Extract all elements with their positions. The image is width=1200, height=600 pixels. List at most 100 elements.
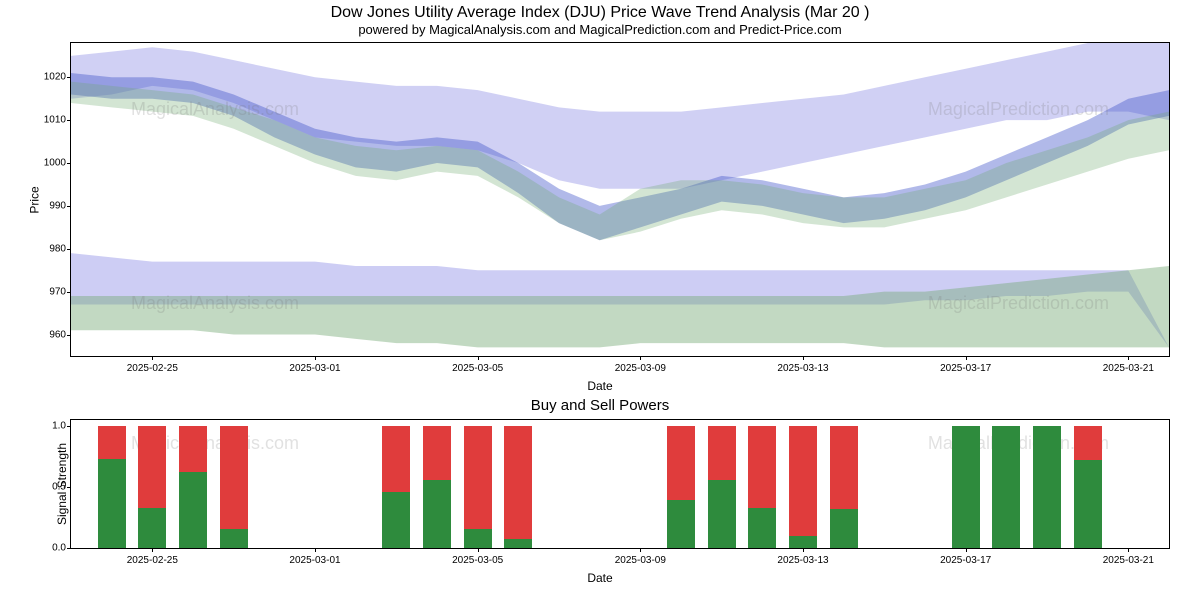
- xtick-label: 2025-03-09: [615, 363, 666, 374]
- ytick-mark: [67, 335, 71, 336]
- buy-power-segment: [1074, 460, 1102, 548]
- ytick-mark: [67, 163, 71, 164]
- top-chart-container: Dow Jones Utility Average Index (DJU) Pr…: [0, 0, 1200, 393]
- signal-bar: [504, 426, 532, 548]
- xtick-mark: [966, 548, 967, 552]
- signal-bar: [748, 426, 776, 548]
- signal-bar: [789, 426, 817, 548]
- xtick-label: 2025-03-21: [1103, 363, 1154, 374]
- xtick-mark: [315, 548, 316, 552]
- sell-power-segment: [667, 426, 695, 500]
- signal-bar: [423, 426, 451, 548]
- signal-bar: [179, 426, 207, 548]
- xtick-label: 2025-03-01: [289, 555, 340, 566]
- buy-power-segment: [992, 426, 1020, 548]
- buy-power-segment: [1033, 426, 1061, 548]
- ytick-label: 0.5: [31, 482, 66, 493]
- buy-power-segment: [382, 492, 410, 548]
- watermark-text: MagicalAnalysis.com: [131, 293, 299, 314]
- ytick-mark: [67, 120, 71, 121]
- ytick-label: 990: [31, 200, 66, 211]
- sell-power-segment: [138, 426, 166, 508]
- ytick-label: 1000: [31, 158, 66, 169]
- trend-band: [71, 43, 1169, 189]
- top-bands-svg: [71, 43, 1169, 356]
- sell-power-segment: [789, 426, 817, 536]
- buy-power-segment: [789, 536, 817, 548]
- xtick-label: 2025-02-25: [127, 555, 178, 566]
- xtick-label: 2025-03-09: [615, 555, 666, 566]
- sell-power-segment: [98, 426, 126, 459]
- xtick-label: 2025-03-21: [1103, 555, 1154, 566]
- bottom-plot-area: Signal Strength 0.00.51.02025-02-252025-…: [70, 419, 1170, 549]
- signal-bar: [992, 426, 1020, 548]
- buy-power-segment: [220, 529, 248, 549]
- xtick-mark: [152, 548, 153, 552]
- xtick-mark: [315, 356, 316, 360]
- ytick-label: 1020: [31, 72, 66, 83]
- top-chart-title: Dow Jones Utility Average Index (DJU) Pr…: [0, 4, 1200, 22]
- signal-bar: [138, 426, 166, 548]
- xtick-mark: [966, 356, 967, 360]
- xtick-mark: [640, 356, 641, 360]
- buy-power-segment: [952, 426, 980, 548]
- xtick-label: 2025-03-13: [777, 363, 828, 374]
- xtick-label: 2025-03-05: [452, 363, 503, 374]
- signal-bar: [382, 426, 410, 548]
- signal-bar: [464, 426, 492, 548]
- sell-power-segment: [1074, 426, 1102, 460]
- xtick-mark: [803, 356, 804, 360]
- ytick-mark: [67, 206, 71, 207]
- xtick-label: 2025-03-05: [452, 555, 503, 566]
- ytick-label: 1.0: [31, 421, 66, 432]
- ytick-label: 0.0: [31, 543, 66, 554]
- bottom-chart-container: Buy and Sell Powers Signal Strength 0.00…: [0, 397, 1200, 585]
- watermark-text: MagicalAnalysis.com: [131, 99, 299, 120]
- buy-power-segment: [138, 508, 166, 548]
- trend-band: [71, 266, 1169, 347]
- signal-bar: [667, 426, 695, 548]
- xtick-label: 2025-02-25: [127, 363, 178, 374]
- ytick-label: 970: [31, 286, 66, 297]
- top-chart-subtitle: powered by MagicalAnalysis.com and Magic…: [0, 22, 1200, 37]
- sell-power-segment: [423, 426, 451, 480]
- xtick-label: 2025-03-17: [940, 555, 991, 566]
- buy-power-segment: [179, 472, 207, 548]
- bottom-xaxis-label: Date: [0, 571, 1200, 585]
- buy-power-segment: [748, 508, 776, 548]
- signal-bar: [952, 426, 980, 548]
- xtick-label: 2025-03-13: [777, 555, 828, 566]
- sell-power-segment: [748, 426, 776, 508]
- sell-power-segment: [382, 426, 410, 492]
- sell-power-segment: [504, 426, 532, 539]
- ytick-mark: [67, 249, 71, 250]
- xtick-mark: [640, 548, 641, 552]
- trend-band: [71, 73, 1169, 240]
- xtick-mark: [152, 356, 153, 360]
- buy-power-segment: [423, 480, 451, 548]
- buy-power-segment: [667, 500, 695, 548]
- signal-bar: [98, 426, 126, 548]
- signal-bar: [1033, 426, 1061, 548]
- signal-bar: [830, 426, 858, 548]
- xtick-mark: [1128, 548, 1129, 552]
- xtick-label: 2025-03-01: [289, 363, 340, 374]
- watermark-text: MagicalPrediction.com: [928, 99, 1109, 120]
- sell-power-segment: [708, 426, 736, 480]
- sell-power-segment: [179, 426, 207, 472]
- ytick-label: 960: [31, 329, 66, 340]
- sell-power-segment: [220, 426, 248, 528]
- xtick-mark: [478, 356, 479, 360]
- buy-power-segment: [830, 509, 858, 548]
- top-plot-area: Price 9609709809901000101010202025-02-25…: [70, 42, 1170, 357]
- trend-band: [71, 82, 1169, 241]
- ytick-label: 980: [31, 243, 66, 254]
- ytick-label: 1010: [31, 115, 66, 126]
- watermark-text: MagicalPrediction.com: [928, 293, 1109, 314]
- xtick-label: 2025-03-17: [940, 363, 991, 374]
- xtick-mark: [1128, 356, 1129, 360]
- ytick-mark: [67, 487, 71, 488]
- signal-bar: [220, 426, 248, 548]
- ytick-mark: [67, 426, 71, 427]
- ytick-mark: [67, 77, 71, 78]
